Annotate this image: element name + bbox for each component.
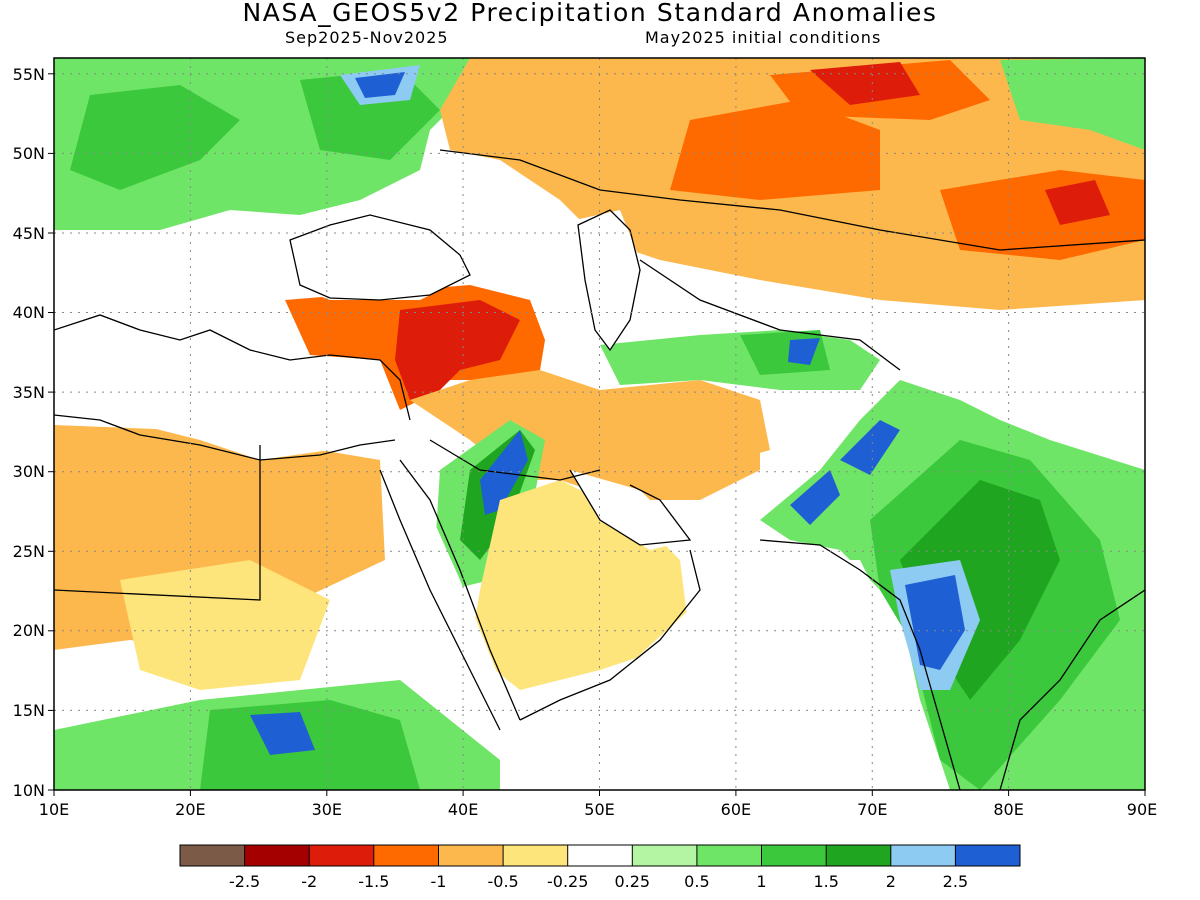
mongolia-dry-peak: [1045, 180, 1110, 225]
caspian-sea: [575, 210, 640, 350]
colorbar-swatch: [503, 845, 568, 866]
black-sea-coast: [289, 214, 471, 301]
colorbar-swatch: [761, 845, 827, 866]
indus-wet-peak: [840, 420, 900, 475]
initial-conditions: May2025 initial conditions: [645, 28, 882, 47]
black-sea: [290, 215, 470, 300]
border-arabia: [429, 439, 601, 481]
central-asia-wet-peak: [788, 338, 820, 365]
coastlines: [54, 149, 1145, 790]
gulf-coast: [569, 469, 692, 546]
forecast-period: Sep2025-Nov2025: [285, 28, 449, 47]
colorbar-label: 2: [886, 872, 896, 891]
iran-dry: [590, 395, 760, 500]
colorbar-label: 2.5: [943, 872, 968, 891]
lat-tick-label: 20N: [13, 621, 45, 640]
red-sea: [380, 470, 520, 730]
arabian-sea: [520, 560, 950, 790]
map-grid: [54, 58, 1145, 790]
lat-tick-label: 15N: [13, 701, 45, 720]
arabia-south-coast: [519, 549, 701, 721]
colorbar-swatch: [632, 845, 697, 866]
lat-tick-label: 45N: [13, 224, 45, 243]
india-blue-peak: [905, 575, 965, 670]
red-sea-coast-west: [379, 469, 501, 731]
border-russia: [439, 149, 1145, 251]
lat-tick-label: 55N: [13, 65, 45, 84]
med-coast-north: [54, 314, 411, 421]
colorbar-label: -2: [301, 872, 317, 891]
lon-tick-label: 40E: [448, 800, 478, 819]
kazakh-dry-core: [670, 100, 880, 200]
colorbar-swatch: [567, 845, 633, 866]
colorbar-swatch: [890, 845, 956, 866]
europe-wet-core: [70, 85, 240, 190]
lon-tick-label: 80E: [993, 800, 1023, 819]
colorbar-label: 1.5: [813, 872, 838, 891]
colorbar-swatch: [180, 845, 245, 866]
colorbar-label: -1: [431, 872, 447, 891]
colorbar-swatch: [309, 845, 374, 866]
lon-tick-label: 70E: [857, 800, 887, 819]
colorbar-label: 0.5: [684, 872, 709, 891]
lat-tick-label: 10N: [13, 781, 45, 800]
colorbar-swatch: [826, 845, 891, 866]
lat-tick-label: 50N: [13, 144, 45, 163]
anomaly-fields: [54, 58, 1145, 790]
lat-tick-label: 35N: [13, 383, 45, 402]
colorbar-swatch: [696, 845, 762, 866]
border-africa: [54, 445, 261, 601]
lat-tick-label: 30N: [13, 462, 45, 481]
lon-tick-label: 30E: [312, 800, 342, 819]
sahara-dry-light: [120, 560, 330, 690]
border-central-asia: [639, 259, 901, 371]
lon-tick-label: 90E: [1127, 800, 1157, 819]
india-east-coast: [999, 589, 1145, 790]
colorbar-swatch: [955, 845, 1020, 866]
siberia-dry-peak: [810, 62, 920, 105]
lon-tick-label: 20E: [175, 800, 205, 819]
mediterranean: [54, 320, 400, 460]
lon-tick-label: 50E: [584, 800, 614, 819]
colorbar-label: 1: [756, 872, 766, 891]
turkey-dry-peak: [395, 300, 520, 400]
lat-labels: 10N 15N 20N 25N 30N 35N 40N 45N 50N 55N: [13, 65, 45, 800]
tick-marks: [48, 73, 1146, 796]
colorbar-label: 0.25: [614, 872, 650, 891]
lon-labels: 10E 20E 30E 40E 50E 60E 70E 80E 90E: [39, 800, 1157, 819]
colorbar-swatch: [438, 845, 504, 866]
india-west-coast: [759, 539, 961, 790]
colorbar-swatch: [244, 845, 310, 866]
sudan-wet-peak: [250, 712, 315, 755]
colorbar-label: -0.25: [547, 872, 588, 891]
pakistan-wet-peak: [790, 470, 840, 525]
map-title: NASA_GEOS5v2 Precipitation Standard Anom…: [242, 0, 938, 27]
colorbar-swatch: [373, 845, 439, 866]
med-coast-south: [54, 414, 396, 461]
lon-tick-label: 60E: [721, 800, 751, 819]
east-asia-wet: [1000, 58, 1145, 150]
lat-tick-label: 25N: [13, 542, 45, 561]
lat-tick-label: 40N: [13, 303, 45, 322]
baltic-deep: [355, 72, 405, 98]
colorbar-label: -1.5: [358, 872, 389, 891]
colorbar-label: -2.5: [229, 872, 260, 891]
colorbar-label: -0.5: [487, 872, 518, 891]
colorbar: -2.5 -2 -1.5 -1 -0.5 -0.25 0.25 0.5 1 1.…: [179, 844, 1021, 891]
lon-tick-label: 10E: [39, 800, 69, 819]
caspian-coast: [577, 209, 641, 352]
red-sea-coast-east: [399, 459, 521, 721]
